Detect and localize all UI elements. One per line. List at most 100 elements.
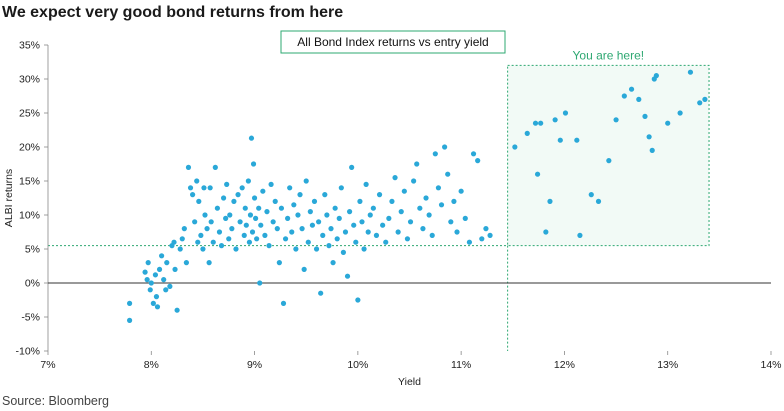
data-point	[161, 277, 167, 283]
y-tick-label: -5%	[21, 312, 40, 324]
data-point	[470, 151, 477, 157]
data-point	[257, 280, 263, 286]
data-point	[254, 236, 260, 242]
data-point	[562, 110, 569, 116]
data-point	[164, 260, 170, 266]
data-point	[380, 222, 386, 228]
data-point	[451, 198, 457, 204]
data-point	[195, 239, 201, 245]
data-point	[445, 171, 451, 177]
data-point	[204, 226, 210, 232]
data-point	[392, 175, 398, 181]
data-point	[174, 307, 180, 313]
data-point	[328, 226, 334, 232]
data-point	[697, 100, 703, 106]
data-point	[289, 229, 295, 235]
data-point	[200, 246, 206, 252]
data-point	[532, 120, 539, 126]
data-point	[653, 73, 659, 79]
data-point	[266, 243, 272, 249]
data-point	[242, 205, 248, 211]
data-point	[142, 269, 148, 275]
data-point	[262, 232, 268, 238]
data-point	[702, 96, 708, 102]
data-point	[216, 229, 223, 235]
data-point	[454, 229, 460, 235]
data-point	[383, 239, 389, 245]
x-tick-label: 9%	[247, 359, 262, 371]
data-point	[126, 317, 133, 323]
y-tick-label: 30%	[19, 74, 40, 86]
data-point	[376, 192, 383, 198]
data-point	[420, 226, 426, 232]
data-point	[206, 260, 212, 266]
data-point	[687, 69, 694, 75]
data-point	[370, 205, 376, 211]
data-point	[588, 192, 594, 198]
data-point	[233, 246, 239, 252]
source-note: Source: Bloomberg	[2, 394, 110, 408]
data-point	[320, 232, 326, 238]
data-point	[295, 212, 301, 218]
data-point	[187, 185, 194, 191]
data-point	[237, 219, 243, 225]
data-point	[340, 249, 346, 255]
data-point	[547, 198, 553, 204]
data-point	[214, 205, 220, 211]
data-point	[253, 215, 259, 221]
data-point	[479, 236, 485, 242]
data-point	[190, 192, 196, 198]
data-point	[475, 158, 481, 164]
data-point	[636, 96, 642, 102]
data-point	[156, 266, 163, 272]
data-point	[462, 215, 468, 221]
legend-label: All Bond Index returns vs entry yield	[297, 35, 488, 49]
data-point	[438, 202, 445, 208]
data-point	[181, 226, 187, 232]
legend-box	[280, 30, 506, 54]
data-point	[332, 205, 338, 211]
data-point	[442, 144, 448, 150]
data-point	[220, 195, 227, 201]
data-point	[649, 147, 655, 153]
data-point	[177, 246, 183, 252]
data-point	[194, 178, 200, 184]
data-point	[305, 239, 311, 245]
data-point	[417, 205, 423, 211]
data-point	[355, 297, 361, 303]
data-point	[359, 219, 365, 225]
data-point	[458, 188, 464, 194]
data-point	[543, 229, 549, 235]
data-point	[313, 246, 320, 252]
data-point	[316, 219, 322, 225]
data-point	[218, 243, 225, 249]
data-point	[270, 219, 276, 225]
data-point	[210, 239, 216, 245]
data-point	[241, 232, 247, 238]
data-point	[577, 232, 583, 238]
points-layer	[126, 69, 708, 323]
data-point	[280, 300, 287, 306]
y-tick-label: 15%	[19, 176, 40, 188]
data-point	[201, 185, 207, 191]
data-point	[336, 215, 342, 221]
y-tick-label: 35%	[19, 40, 40, 52]
data-point	[185, 164, 192, 170]
legend: All Bond Index returns vs entry yield	[280, 30, 506, 54]
data-point	[349, 164, 355, 170]
data-point	[557, 137, 563, 143]
data-point	[373, 232, 380, 238]
y-tick-label: 0%	[25, 278, 40, 290]
data-point	[293, 246, 299, 252]
data-point	[274, 226, 280, 232]
data-point	[426, 212, 432, 218]
data-point	[256, 205, 262, 211]
axis-layer: -10% -5% 0% 5% 10% 15% 20% 25% 30% 35% 7% 8% 9% 10% 11…	[15, 40, 781, 372]
data-point	[226, 236, 232, 242]
data-point	[196, 198, 202, 204]
data-point	[272, 198, 278, 204]
data-point	[512, 144, 518, 150]
y-tick-label: 25%	[19, 108, 40, 120]
data-point	[552, 117, 558, 123]
x-tick-label: 10%	[347, 359, 368, 371]
